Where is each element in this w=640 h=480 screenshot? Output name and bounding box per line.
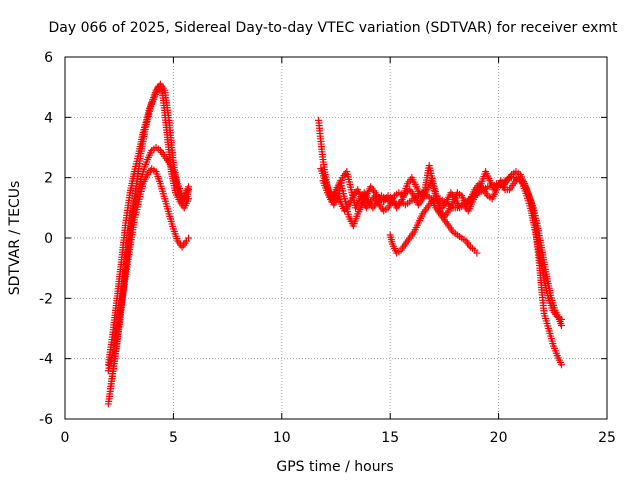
series-sat-e — [315, 116, 565, 369]
x-tick-label: 10 — [273, 430, 291, 446]
data-point — [473, 249, 481, 257]
data-point — [185, 195, 193, 203]
tick-labels: 0 5 10 15 20 25 -6 -4 -2 0 2 4 6 — [39, 50, 616, 446]
series-sat-d — [107, 80, 193, 393]
y-tick-label: 2 — [44, 171, 53, 187]
grid — [65, 57, 607, 419]
x-tick-label: 20 — [490, 430, 508, 446]
x-axis-label: GPS time / hours — [276, 459, 393, 475]
chart-title: Day 066 of 2025, Sidereal Day-to-day VTE… — [49, 20, 619, 36]
data-point — [557, 315, 565, 323]
x-tick-label: 25 — [598, 430, 616, 446]
y-tick-label: 0 — [44, 231, 53, 247]
y-tick-label: -4 — [39, 352, 53, 368]
y-tick-label: -6 — [39, 412, 53, 428]
data-point — [557, 321, 565, 329]
x-tick-label: 15 — [381, 430, 399, 446]
plot-frame — [64, 56, 608, 420]
series-sat-g — [319, 177, 481, 257]
y-tick-label: -2 — [39, 291, 53, 307]
y-tick-label: 6 — [44, 50, 53, 66]
data-point — [557, 361, 565, 369]
series-sat-b — [104, 144, 193, 408]
data-point — [185, 183, 193, 191]
data-points — [104, 80, 565, 408]
data-point — [185, 234, 193, 242]
y-tick-label: 4 — [44, 110, 53, 126]
series-sat-h — [386, 174, 565, 323]
y-axis-label: SDTVAR / TECUs — [7, 181, 23, 296]
x-tick-label: 5 — [169, 430, 178, 446]
x-tick-label: 0 — [61, 430, 70, 446]
